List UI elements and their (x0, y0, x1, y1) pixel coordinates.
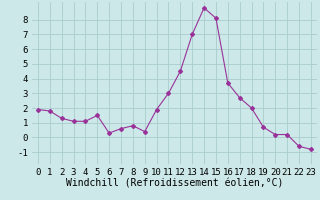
X-axis label: Windchill (Refroidissement éolien,°C): Windchill (Refroidissement éolien,°C) (66, 179, 283, 189)
